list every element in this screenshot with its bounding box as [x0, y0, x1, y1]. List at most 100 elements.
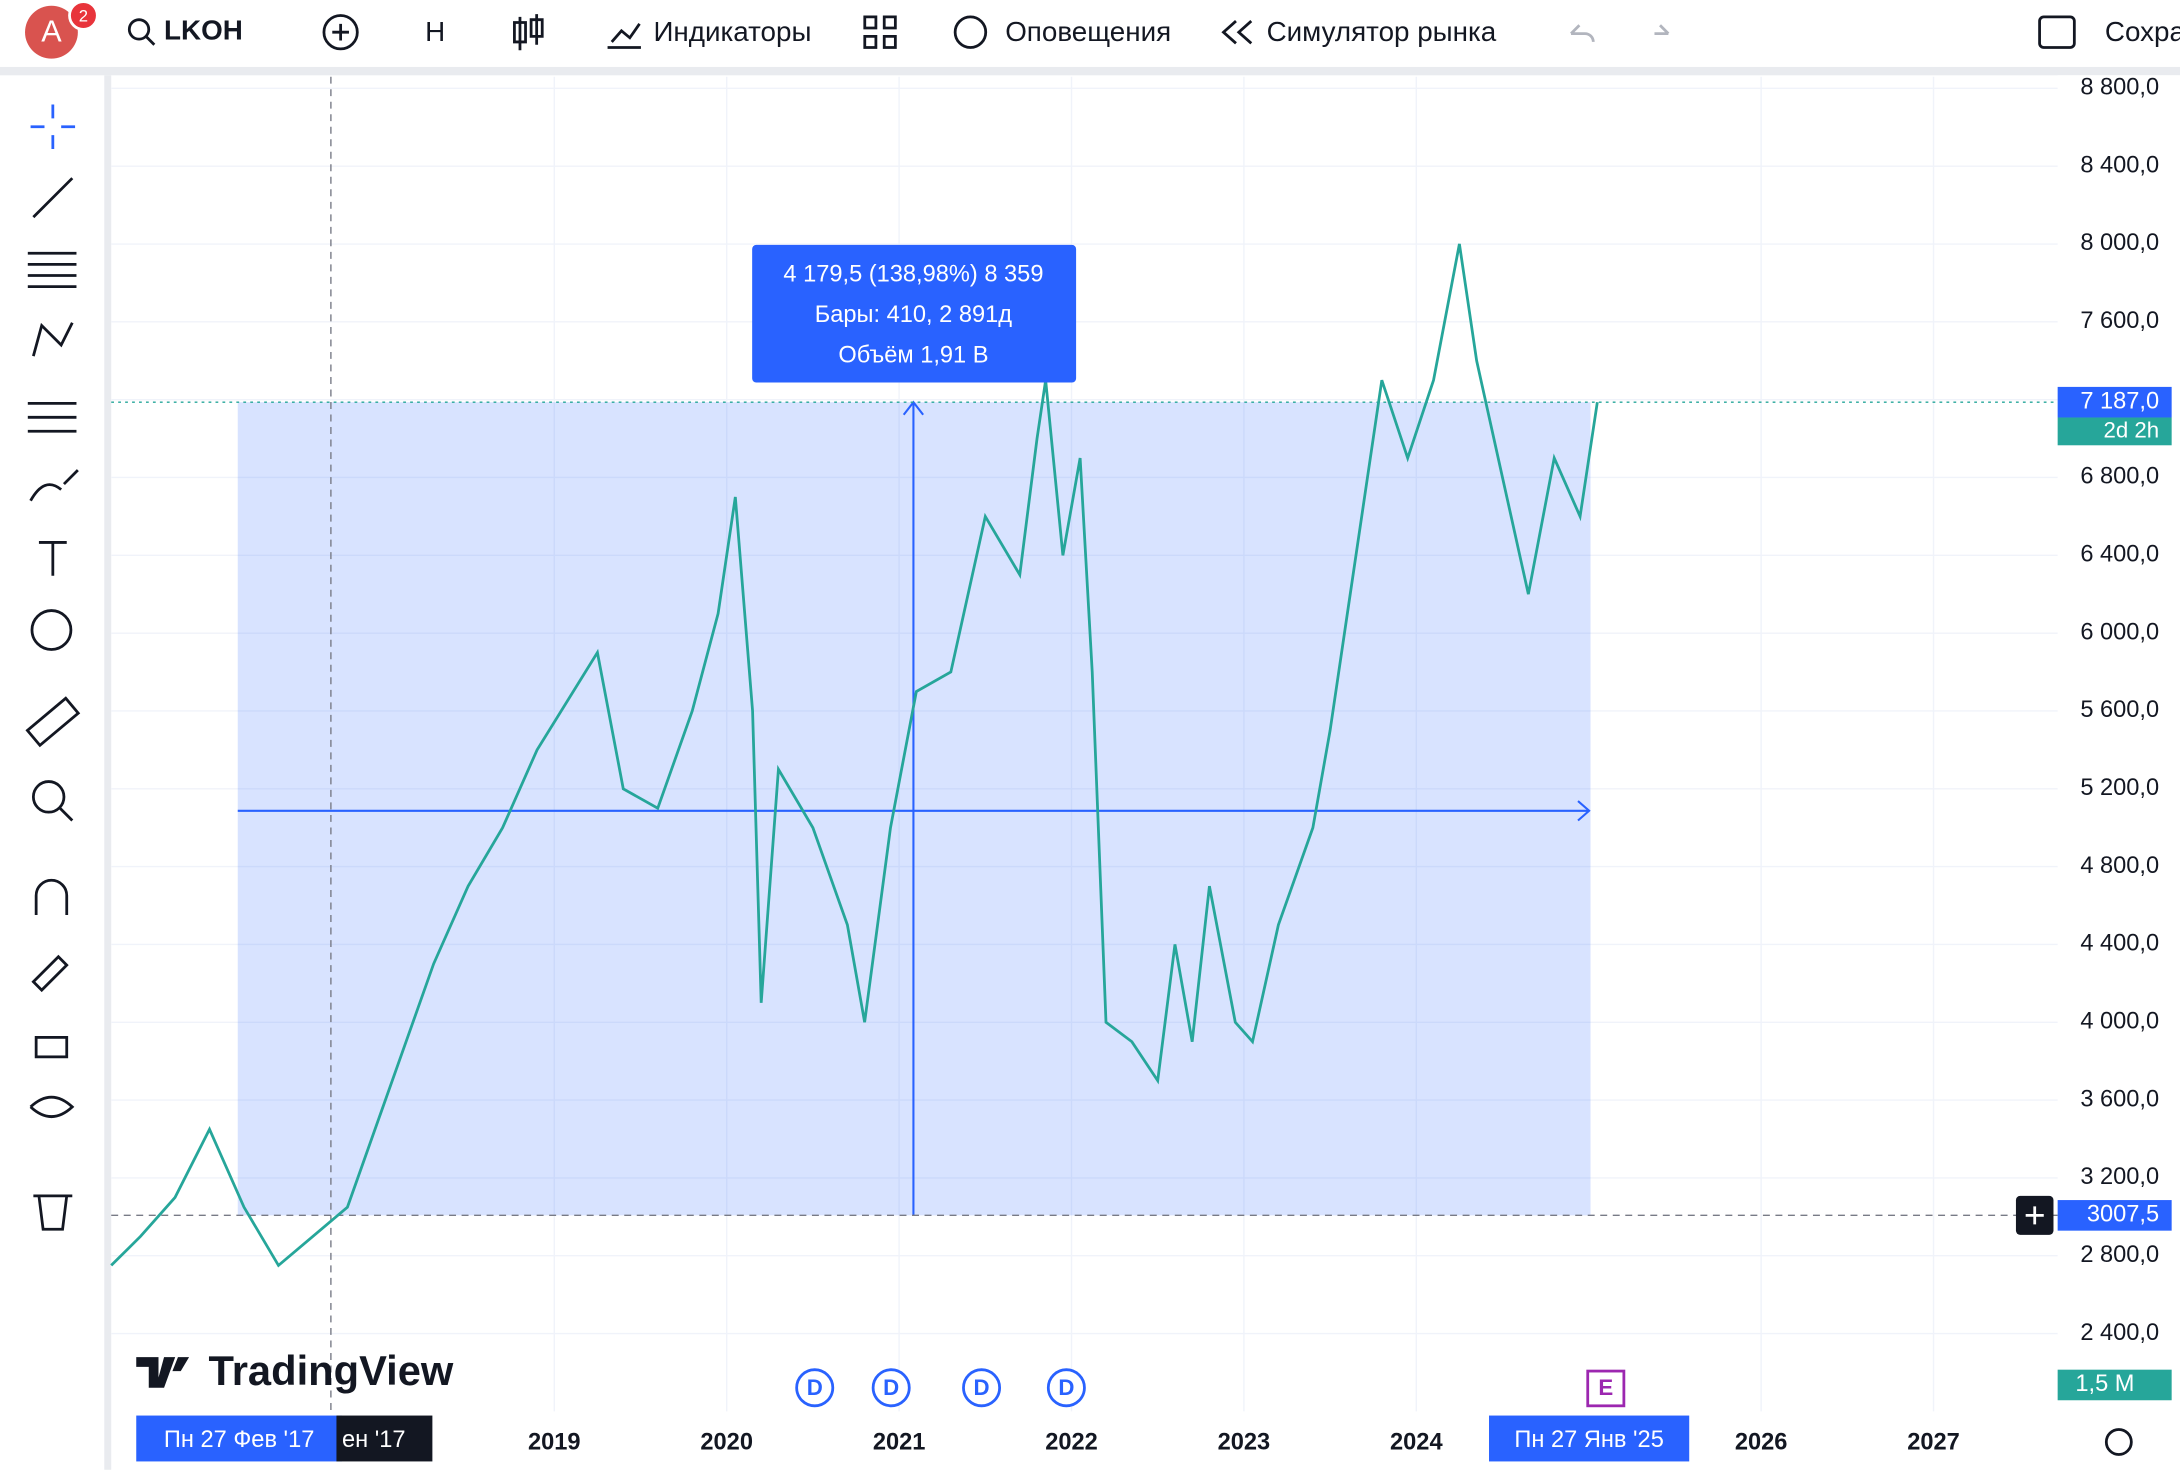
- badge-count: 2: [79, 6, 88, 25]
- y-tick-label: 4 800,0: [2080, 853, 2159, 879]
- cursor-date: Пн 27 Фев '17: [164, 1427, 314, 1453]
- indicators[interactable]: Индикаторы: [653, 16, 811, 47]
- avatar-letter: A: [41, 15, 62, 49]
- symbol[interactable]: LKOH: [164, 15, 243, 46]
- zoom-tool: [58, 807, 74, 822]
- search-icon: [144, 35, 156, 46]
- add-symbol[interactable]: [322, 14, 359, 51]
- visibility-tool[interactable]: [29, 1095, 75, 1119]
- replay-icon[interactable]: [1221, 20, 1253, 45]
- y-tick-label: 8 000,0: [2080, 230, 2159, 256]
- avatar[interactable]: [25, 5, 78, 59]
- lock-draw-tool[interactable]: [31, 954, 69, 993]
- plot: [110, 76, 2058, 1412]
- x-tick-label: 2020: [700, 1430, 753, 1456]
- y-tick-label: 7 600,0: [2080, 308, 2159, 334]
- dividend-marker[interactable]: [795, 1368, 835, 1408]
- fib-tool[interactable]: [27, 251, 77, 289]
- end-date: Пн 27 Янв '25: [1514, 1427, 1663, 1453]
- save-icon[interactable]: [2038, 15, 2076, 49]
- price-axis: [2057, 75, 2180, 1413]
- alerts[interactable]: Оповещения: [1005, 16, 1171, 47]
- delete-tool[interactable]: [33, 1194, 73, 1231]
- y-tick-label: 6 000,0: [2080, 619, 2159, 645]
- y-tick-label: 3 200,0: [2080, 1164, 2159, 1190]
- pattern-tool[interactable]: [32, 322, 74, 357]
- badge: [68, 0, 99, 31]
- y-tick-label: 8 400,0: [2080, 152, 2159, 178]
- cursor-date-tag: [336, 1415, 433, 1462]
- icon-tool[interactable]: [30, 609, 73, 651]
- countdown-tag: [2057, 417, 2172, 446]
- brush-tool[interactable]: [29, 469, 79, 502]
- price-line: [110, 243, 1599, 1268]
- magnet-tool[interactable]: [34, 878, 69, 916]
- x-tick-label: 2024: [1390, 1430, 1443, 1456]
- chart-style[interactable]: [513, 14, 544, 51]
- dividend-marker[interactable]: [962, 1368, 1002, 1408]
- x-tick-label: 2022: [1045, 1430, 1098, 1456]
- earnings-marker[interactable]: [1586, 1369, 1626, 1408]
- earnings-letter: E: [1598, 1375, 1613, 1400]
- dividend-letter: D: [807, 1375, 823, 1400]
- interval[interactable]: Н: [425, 16, 445, 47]
- measure-text: 4 179,5 (138,98%) 8 359: [783, 262, 1043, 288]
- watermark-logo: [136, 1357, 190, 1388]
- y-tick-label: 6 400,0: [2080, 542, 2159, 568]
- y-tick-label: 8 800,0: [2080, 75, 2159, 101]
- measure-text: Бары: 410, 2 891д: [815, 302, 1013, 328]
- settings-icon[interactable]: [2104, 1428, 2133, 1456]
- volume-tag: [2057, 1369, 2172, 1401]
- y-tick-label: 5 200,0: [2080, 775, 2159, 801]
- measure-text: Объём 1,91 B: [838, 342, 988, 368]
- trend-line-tool[interactable]: [32, 177, 74, 219]
- cursor-date-tag: [136, 1415, 343, 1462]
- projection-tool[interactable]: [27, 402, 77, 433]
- lock-tool[interactable]: [34, 1036, 69, 1059]
- zoom-tool[interactable]: [31, 780, 66, 814]
- y-tick-label: 4 400,0: [2080, 931, 2159, 957]
- save[interactable]: Сохра: [2105, 16, 2180, 47]
- x-tick-label: 2021: [873, 1430, 926, 1456]
- y-tick-label: 2 400,0: [2080, 1320, 2159, 1346]
- alerts-icon[interactable]: [953, 15, 988, 49]
- crosshair-plus: [2025, 1206, 2044, 1225]
- measure-arrow: [1577, 800, 1591, 822]
- undo-redo[interactable]: [1570, 24, 1670, 43]
- y-tick-label: 2 800,0: [2080, 1242, 2159, 1268]
- search-icon[interactable]: [127, 18, 151, 41]
- cursor-date-partial: ен '17: [342, 1427, 406, 1453]
- watermark: TradingView: [209, 1347, 454, 1394]
- countdown: 2d 2h: [2104, 417, 2160, 442]
- left-separator: [104, 75, 112, 1470]
- end-date-tag: [1489, 1415, 1690, 1462]
- dividend-letter: D: [1058, 1375, 1074, 1400]
- y-tick-label: 3 600,0: [2080, 1086, 2159, 1112]
- indicators-icon[interactable]: [607, 23, 641, 49]
- dividend-marker[interactable]: [871, 1368, 911, 1408]
- dividend-letter: D: [974, 1375, 990, 1400]
- crosshair-tool[interactable]: [30, 104, 76, 149]
- measure-tooltip: [752, 244, 1077, 383]
- layouts[interactable]: [863, 15, 897, 49]
- x-tick-label: 2023: [1218, 1430, 1271, 1456]
- cursor-price-label: 3007,5: [2087, 1202, 2159, 1228]
- add-symbol: [332, 23, 349, 41]
- last-price-label: 7 187,0: [2080, 388, 2159, 414]
- last-price-tag: [2057, 386, 2172, 418]
- y-tick-label: 4 000,0: [2080, 1008, 2159, 1034]
- volume-label: 1,5 M: [2075, 1371, 2134, 1397]
- text-tool[interactable]: [38, 541, 67, 576]
- y-tick-label: 5 600,0: [2080, 697, 2159, 723]
- ruler-tool[interactable]: [25, 696, 81, 748]
- y-tick-label: 6 800,0: [2080, 464, 2159, 490]
- replay[interactable]: Симулятор рынка: [1267, 16, 1497, 47]
- x-tick-label: 2027: [1907, 1430, 1960, 1456]
- dividend-letter: D: [883, 1375, 899, 1400]
- drawing-tools: [25, 104, 81, 1231]
- dividend-marker[interactable]: [1046, 1368, 1086, 1408]
- x-tick-label: 2026: [1735, 1430, 1788, 1456]
